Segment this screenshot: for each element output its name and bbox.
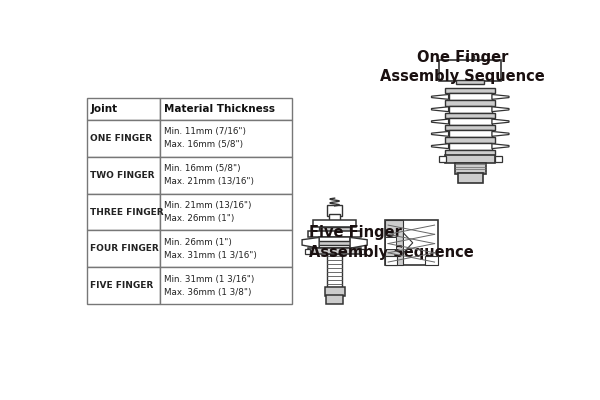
Bar	[458, 173, 482, 183]
Polygon shape	[492, 107, 509, 112]
Bar	[327, 254, 343, 287]
Bar	[308, 231, 361, 238]
Polygon shape	[431, 94, 449, 99]
Bar	[455, 163, 486, 174]
Text: TWO FINGER: TWO FINGER	[91, 170, 155, 180]
Bar	[325, 287, 344, 296]
Text: THREE FINGER: THREE FINGER	[91, 208, 164, 216]
Bar	[160, 230, 292, 268]
Bar	[308, 240, 361, 245]
Polygon shape	[350, 238, 367, 248]
Text: Five Finger
Assembly Sequence: Five Finger Assembly Sequence	[309, 225, 474, 260]
Bar	[86, 156, 160, 194]
Bar	[449, 130, 492, 137]
Text: Max. 26mm (1"): Max. 26mm (1")	[164, 214, 235, 223]
Text: Min. 11mm (7/16"): Min. 11mm (7/16")	[164, 127, 246, 136]
Bar	[160, 194, 292, 230]
Bar	[319, 238, 350, 248]
Text: Material Thickness: Material Thickness	[164, 104, 275, 114]
Bar	[445, 150, 495, 155]
Bar	[445, 137, 495, 143]
Text: FIVE FINGER: FIVE FINGER	[91, 282, 154, 290]
Polygon shape	[431, 132, 449, 136]
Text: Min. 21mm (13/16"): Min. 21mm (13/16")	[164, 201, 251, 210]
Bar	[439, 60, 501, 81]
Bar	[319, 227, 350, 232]
Bar	[449, 118, 492, 125]
Bar	[445, 100, 495, 106]
Bar	[329, 214, 340, 221]
Bar	[160, 98, 292, 120]
Text: Max. 31mm (1 3/16"): Max. 31mm (1 3/16")	[164, 251, 257, 260]
Bar	[445, 113, 495, 118]
Bar	[425, 256, 438, 265]
Bar	[385, 256, 397, 265]
Bar	[439, 156, 446, 162]
Text: Min. 16mm (5/8"): Min. 16mm (5/8")	[164, 164, 241, 173]
Bar	[313, 220, 356, 228]
Bar	[445, 88, 495, 94]
Bar	[86, 268, 160, 304]
Bar	[160, 156, 292, 194]
Text: One Finger
Assembly Sequence: One Finger Assembly Sequence	[380, 50, 545, 84]
Bar	[160, 120, 292, 156]
Bar	[86, 98, 160, 120]
Bar	[385, 220, 403, 265]
Text: Max. 21mm (13/16"): Max. 21mm (13/16")	[164, 177, 254, 186]
Bar	[449, 143, 492, 150]
Polygon shape	[492, 119, 509, 124]
Text: Min. 26mm (1"): Min. 26mm (1")	[164, 238, 232, 247]
Bar	[308, 248, 361, 254]
Bar	[160, 268, 292, 304]
Polygon shape	[431, 119, 449, 124]
Bar	[326, 295, 343, 304]
Polygon shape	[302, 238, 319, 248]
Text: Joint: Joint	[91, 104, 118, 114]
Bar	[449, 94, 492, 100]
Bar	[86, 230, 160, 268]
Polygon shape	[403, 233, 413, 253]
Text: Max. 36mm (1 3/8"): Max. 36mm (1 3/8")	[164, 288, 251, 297]
Bar	[327, 205, 343, 216]
Polygon shape	[492, 144, 509, 149]
Polygon shape	[431, 107, 449, 112]
Polygon shape	[431, 144, 449, 149]
Bar	[385, 236, 396, 249]
Polygon shape	[492, 94, 509, 99]
Text: Min. 31mm (1 3/16"): Min. 31mm (1 3/16")	[164, 275, 254, 284]
Text: ONE FINGER: ONE FINGER	[91, 134, 152, 142]
Bar	[445, 155, 495, 163]
Bar	[495, 156, 502, 162]
Bar	[86, 120, 160, 156]
Bar	[449, 106, 492, 113]
Bar	[385, 220, 438, 265]
Bar	[305, 249, 310, 254]
Bar	[445, 125, 495, 130]
Polygon shape	[492, 132, 509, 136]
Bar	[86, 194, 160, 230]
Text: Max. 16mm (5/8"): Max. 16mm (5/8")	[164, 140, 243, 149]
Bar	[457, 80, 484, 84]
Bar	[359, 249, 364, 254]
Text: FOUR FINGER: FOUR FINGER	[91, 244, 159, 254]
